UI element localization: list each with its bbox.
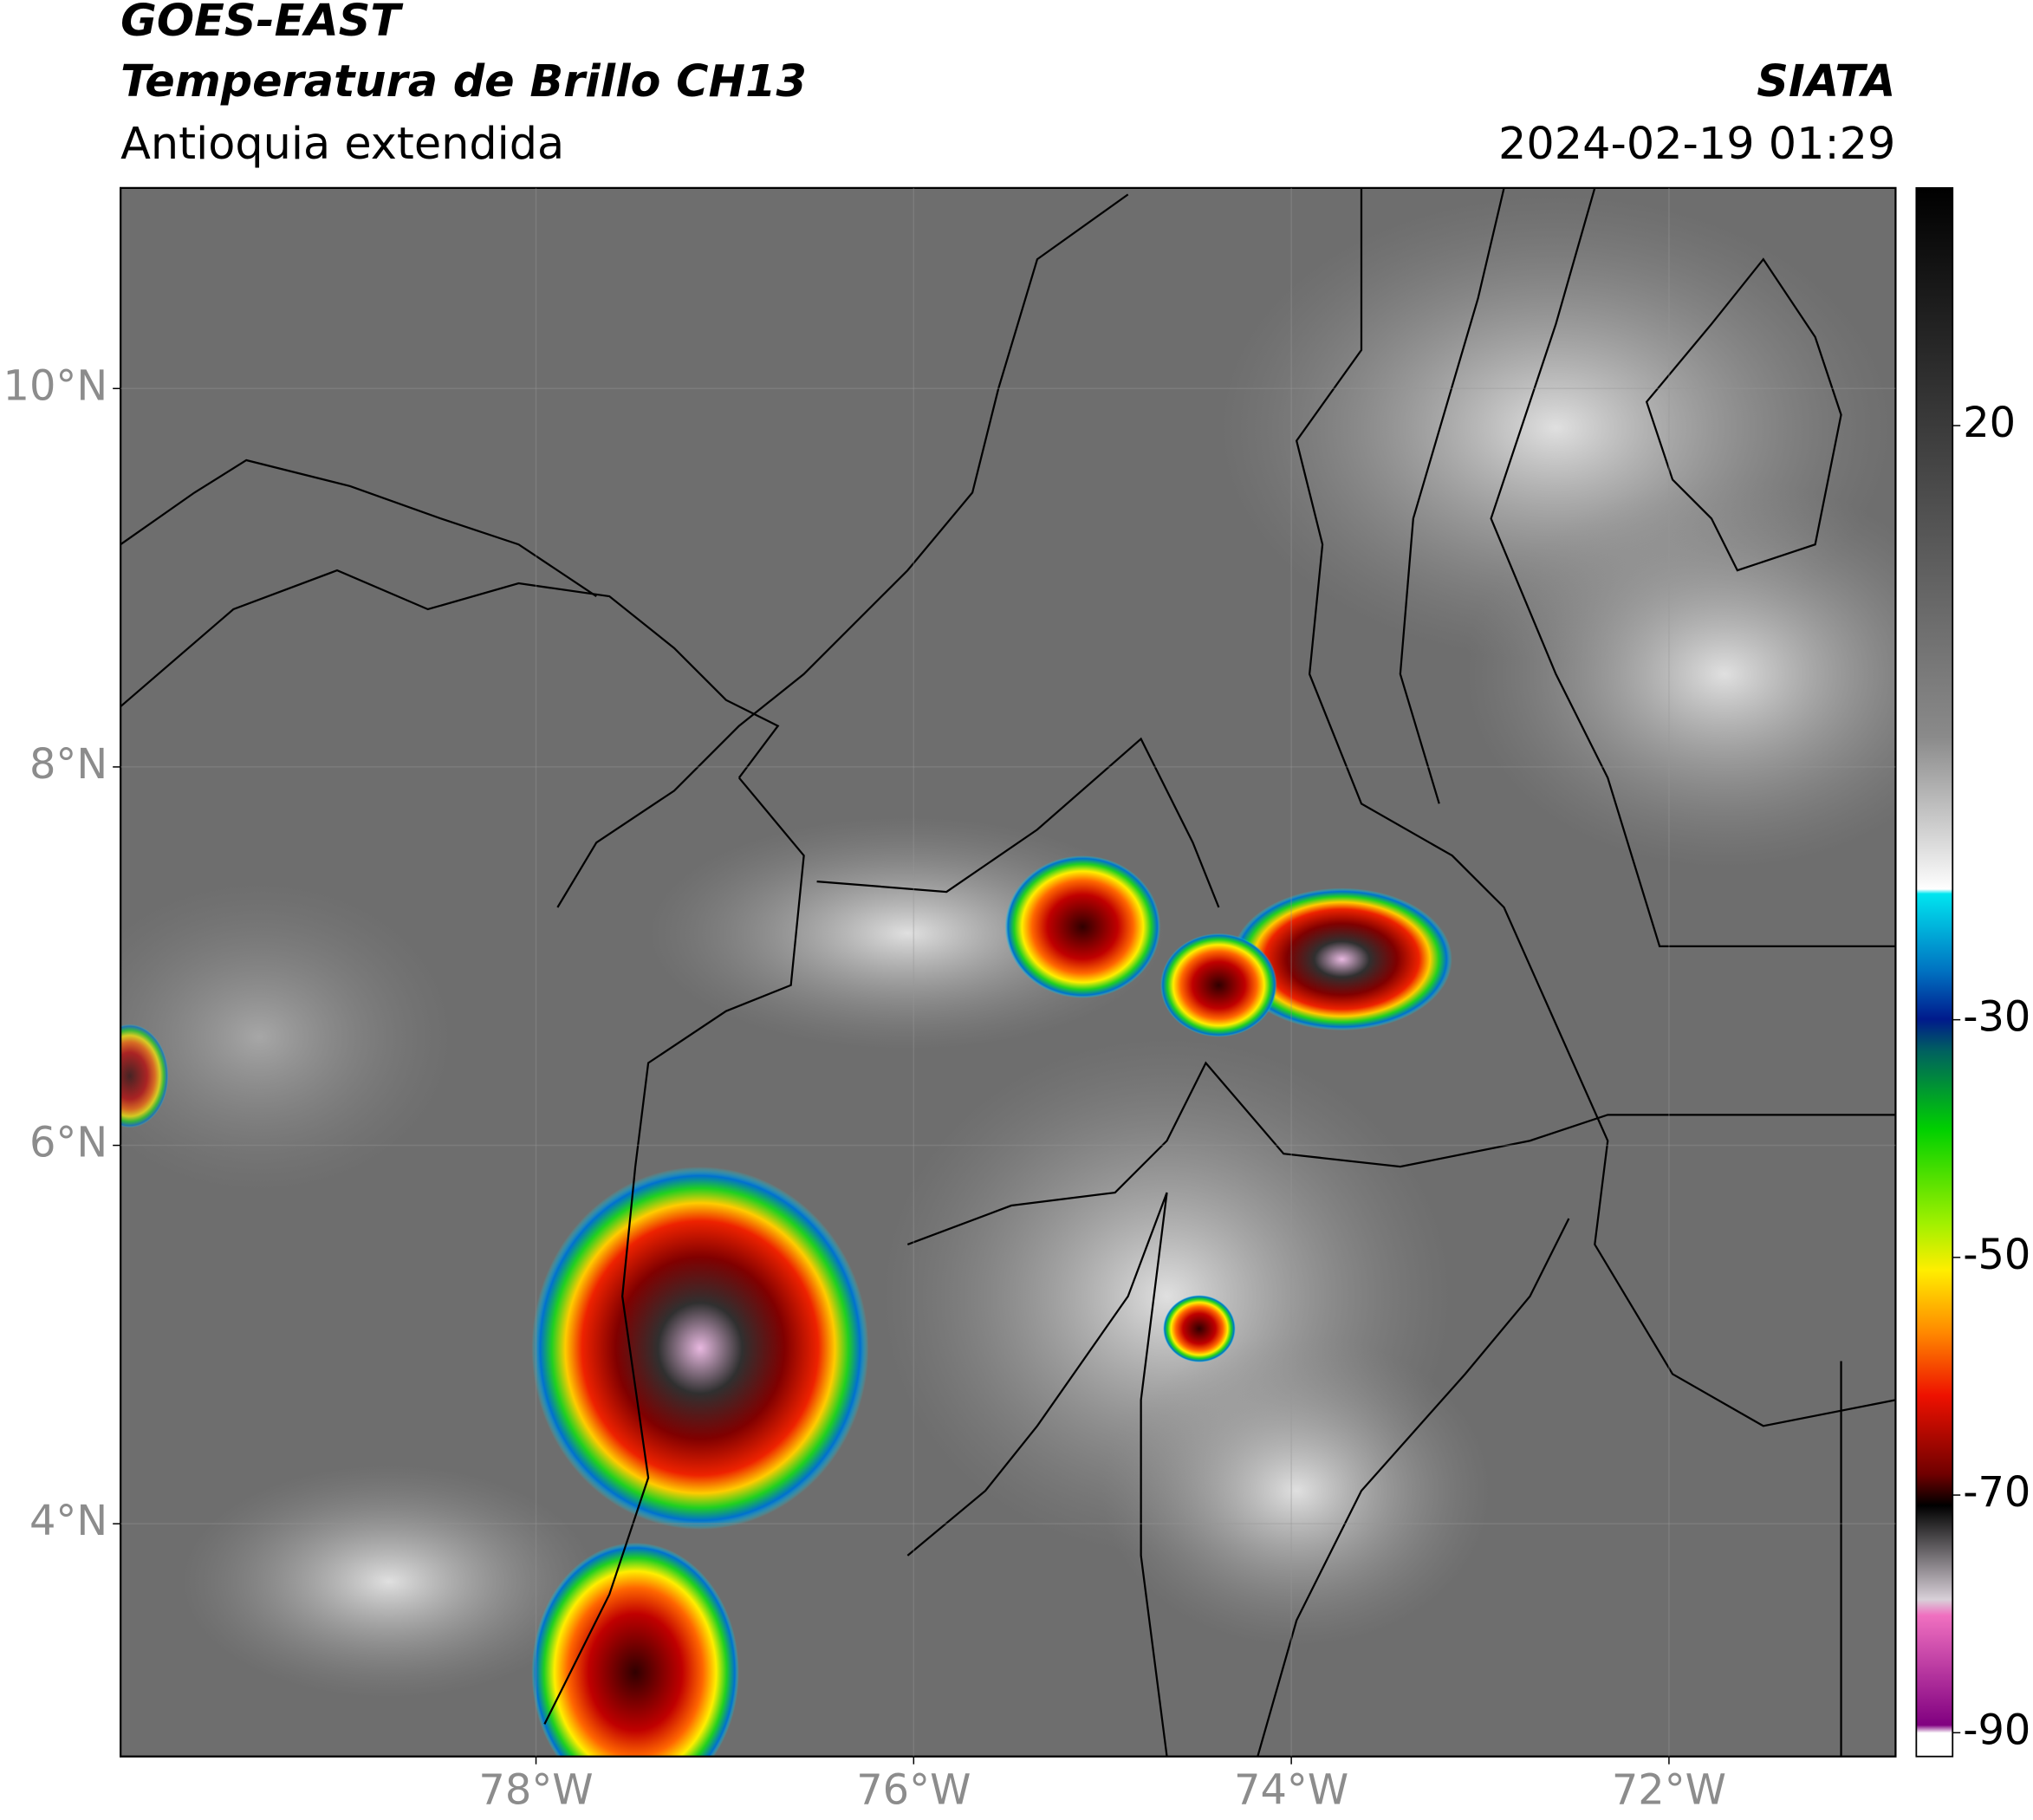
source: SIATA <box>1757 55 1895 107</box>
y-tick-label: 6°N <box>29 1120 107 1167</box>
colorbar-label: 20 <box>1963 400 2016 447</box>
datetime: 2024-02-19 01:29 <box>1498 118 1895 169</box>
y-tick-label: 4°N <box>29 1498 107 1545</box>
colorbar-label: -90 <box>1963 1706 2030 1754</box>
x-tick-label: 72°W <box>1612 1767 1726 1815</box>
colorbar-label: -30 <box>1963 994 2030 1042</box>
title: GOES-EAST <box>120 0 404 46</box>
y-tick-label: 8°N <box>29 741 107 789</box>
colorbar-label: -70 <box>1963 1469 2030 1517</box>
colorbar-label: -50 <box>1963 1232 2030 1279</box>
subtitle: Temperatura de Brillo CH13 <box>120 55 807 107</box>
map-image <box>120 187 1896 1757</box>
x-tick-label: 78°W <box>478 1767 593 1815</box>
map-frame <box>120 186 1897 1758</box>
x-tick-label: 76°W <box>856 1767 971 1815</box>
region: Antioquia extendida <box>120 118 564 169</box>
y-tick-label: 10°N <box>3 362 108 410</box>
axes: 78°W 76°W 74°W 72°W 4°N 6°N 8°N 10°N 20 -30 -50 -70… <box>3 187 2030 1815</box>
colorbar <box>1915 186 1954 1758</box>
x-tick-label: 74°W <box>1234 1767 1348 1815</box>
